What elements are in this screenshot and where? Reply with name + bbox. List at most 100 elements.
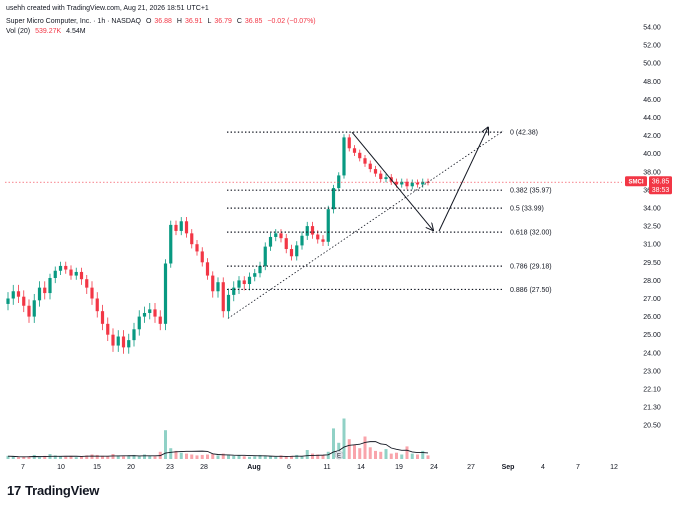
volume-bar [122, 456, 125, 459]
candle-body [421, 181, 425, 185]
support-trendline [227, 130, 504, 319]
candle-body [211, 275, 215, 292]
volume-bar [389, 453, 393, 459]
volume-bar [258, 454, 262, 459]
high-label: H [176, 18, 182, 25]
volume-bar [374, 450, 377, 459]
candle-body [121, 336, 126, 348]
volume-bar [242, 456, 246, 459]
volume-bar [53, 455, 57, 459]
candle-body [305, 226, 309, 236]
candle-body [195, 244, 199, 252]
candle-body [358, 152, 362, 159]
candle-body [310, 226, 315, 235]
fib-level-label: 0.786 (29.18) [510, 264, 552, 271]
volume-bar [169, 448, 173, 459]
candle-body [400, 181, 404, 185]
volume-bar [426, 455, 430, 459]
price-tick-label: 38.00 [643, 169, 661, 176]
price-tick-label: 28.00 [643, 278, 661, 285]
candle-body [153, 309, 157, 317]
volume-bar [395, 452, 398, 459]
volume-bar [59, 456, 62, 459]
candle-body [90, 287, 94, 299]
volume-bar [358, 448, 362, 459]
attribution: usehh created with TradingView.com, Aug … [6, 5, 209, 12]
volume-ma-line [7, 441, 429, 458]
candle-body [300, 235, 304, 246]
candle-body [64, 265, 68, 270]
time-tick-label: Aug [247, 464, 261, 471]
price-tick-label: 27.00 [643, 296, 661, 303]
candle-body [174, 224, 178, 231]
tradingview-brand: 17 TradingView [7, 483, 99, 498]
price-tick-label: 54.00 [643, 25, 661, 32]
candle-body [37, 287, 42, 301]
low-value: 36.79 [214, 18, 232, 25]
time-tick-label: 27 [467, 464, 475, 471]
time-tick-label: 15 [93, 464, 101, 471]
volume-bar [22, 456, 26, 459]
candle-body [190, 233, 194, 245]
candle-body [216, 282, 220, 292]
candle-body [184, 221, 189, 234]
volume-bar [311, 453, 314, 459]
volume-bar [200, 454, 204, 459]
candle-body [58, 265, 63, 271]
volume-bar [17, 457, 20, 459]
volume-bar [185, 453, 188, 459]
volume-bar [132, 454, 136, 459]
price-tick-label: 21.30 [643, 405, 661, 412]
candle-body [69, 269, 73, 276]
candle-body [226, 294, 231, 312]
volume-bar [74, 457, 78, 459]
volume-bar [279, 455, 283, 459]
bar-countdown: 38:53 [652, 187, 670, 194]
last-price-badge [649, 176, 672, 195]
candle-body [53, 270, 57, 278]
volume-bar [190, 454, 194, 459]
volume-bar [274, 456, 278, 459]
candle-body [79, 271, 84, 280]
symbol-title: Super Micro Computer, Inc. · 1h · NASDAQ [6, 18, 141, 25]
volume-bar [416, 454, 419, 459]
candle-body [379, 173, 383, 180]
candle-body [289, 249, 294, 257]
price-tick-label: 40.00 [643, 151, 661, 158]
volume-bar [295, 454, 299, 459]
price-tick-label: 42.00 [643, 133, 661, 140]
candle-body [43, 287, 47, 294]
candle-body [163, 263, 168, 324]
time-tick-label: 6 [287, 464, 291, 471]
volume-bar [353, 444, 356, 459]
volume-bar [237, 455, 241, 459]
volume-bar [101, 455, 104, 459]
volume-bar [64, 456, 68, 459]
tradingview-logo-icon: 17 [7, 483, 22, 498]
candle-body [205, 262, 210, 276]
volume-bar [410, 453, 414, 459]
volume-bar [143, 454, 146, 459]
volume-bar [347, 439, 351, 459]
volume-bar [206, 454, 209, 459]
candle-body [331, 188, 336, 210]
volume-bar [290, 455, 293, 459]
volume-bar [127, 455, 131, 459]
time-tick-label: 23 [166, 464, 174, 471]
candle-body [279, 233, 283, 239]
open-label: O [145, 18, 152, 25]
candle-body [232, 287, 236, 295]
low-label: L [207, 18, 212, 25]
candle-body [11, 291, 15, 299]
volume-bar [137, 456, 141, 459]
volume-bar [368, 447, 372, 459]
volume-label: Vol (20) [6, 28, 31, 35]
price-tick-label: 34.00 [643, 206, 661, 213]
candle-body [32, 300, 36, 317]
candle-body [132, 329, 136, 341]
volume-bar [148, 455, 152, 459]
volume-bar [221, 453, 225, 459]
candle-body [363, 158, 367, 164]
volume-bar [421, 450, 425, 459]
